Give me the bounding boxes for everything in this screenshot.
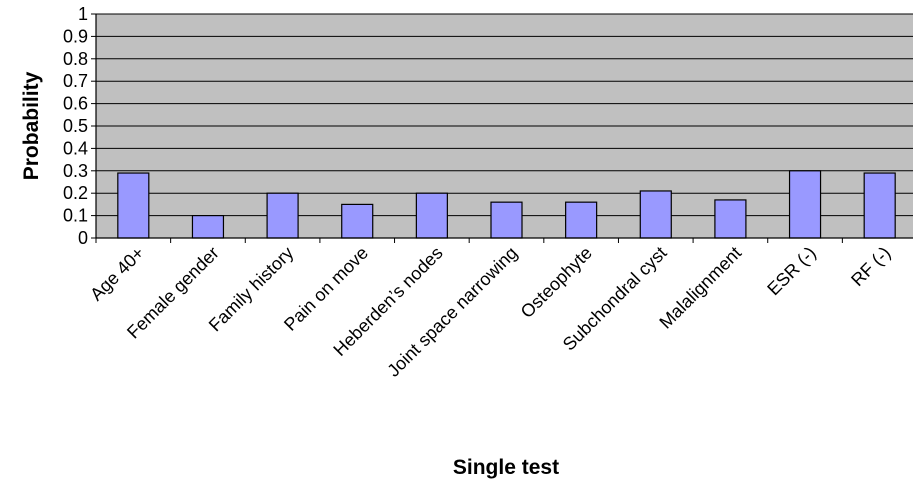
y-tick-label: 1 (78, 4, 88, 24)
bar (639, 190, 672, 239)
bar (266, 192, 299, 239)
x-axis-title: Single test (453, 456, 559, 479)
y-tick-label: 0.2 (63, 183, 88, 203)
x-tick-label: ESR (-) (763, 243, 820, 300)
bar (117, 172, 150, 239)
y-tick-label: 0.6 (63, 94, 88, 114)
y-axis-title: Probability (20, 71, 43, 180)
x-tick-label: RF (-) (847, 243, 894, 290)
x-tick-label: Joint space narrowing (383, 243, 521, 381)
bar (565, 201, 598, 239)
bar (490, 201, 523, 239)
x-tick-label: Osteophyte (517, 243, 596, 322)
y-tick-label: 0 (78, 228, 88, 248)
y-tick-labels: 00.1 0.20.3 0.40.50.6 0.70.8 0.91 (63, 4, 96, 248)
y-tick-label: 0.5 (63, 116, 88, 136)
bar (191, 215, 225, 239)
bar (788, 170, 822, 239)
bar (863, 172, 896, 239)
y-tick-label: 0.7 (63, 71, 88, 91)
gridlines (96, 13, 913, 217)
bar (415, 192, 448, 239)
y-tick-label: 0.4 (63, 138, 88, 158)
bar (341, 203, 374, 239)
y-tick-label: 0.9 (63, 26, 88, 46)
x-tick-label: Age 40+ (86, 243, 148, 305)
y-tick-label: 0.1 (63, 206, 88, 226)
bars (117, 170, 896, 239)
bar (714, 199, 747, 239)
y-tick-label: 0.3 (63, 161, 88, 181)
y-tick-label: 0.8 (63, 49, 88, 69)
